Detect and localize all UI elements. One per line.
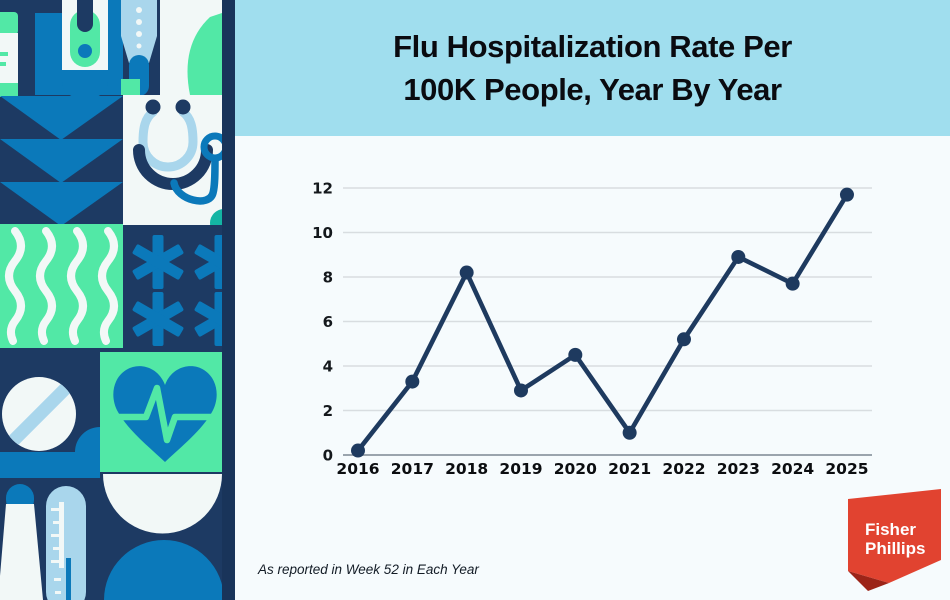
y-axis-tick-label: 2	[323, 402, 333, 420]
thermometer-scale-icon	[46, 486, 86, 600]
medical-collage-panel	[0, 0, 235, 600]
data-point	[622, 425, 637, 440]
pill-icon	[2, 377, 76, 451]
data-point	[568, 347, 583, 362]
y-axis-tick-label: 10	[312, 224, 333, 242]
x-axis-tick-label: 2021	[608, 460, 651, 478]
data-point	[839, 187, 854, 202]
stethoscope-icon	[123, 95, 222, 225]
data-line	[356, 193, 849, 452]
y-axis-tick-label: 8	[323, 269, 333, 287]
logo-banner-shape	[848, 489, 941, 583]
y-axis-tick-label: 0	[323, 447, 333, 465]
logo-fold-shape	[848, 571, 889, 591]
data-point	[459, 265, 474, 280]
header-band: Flu Hospitalization Rate Per 100K People…	[235, 0, 950, 136]
data-point	[351, 443, 365, 458]
chevron-down-pattern	[0, 96, 123, 226]
x-axis-tick-label: 2020	[554, 460, 597, 478]
data-point	[513, 383, 528, 398]
swab-icon	[0, 484, 43, 600]
x-axis-tick-label: 2019	[499, 460, 542, 478]
x-axis-tick-label: 2018	[445, 460, 488, 478]
y-axis-tick-label: 6	[323, 313, 333, 331]
dome-white	[103, 474, 222, 534]
logo-text-line-1: Fisher	[865, 520, 916, 539]
data-point	[676, 332, 691, 347]
logo-text-line-2: Phillips	[865, 539, 925, 558]
page-title-line-1: Flu Hospitalization Rate Per	[393, 29, 792, 64]
heart-pulse-icon	[100, 352, 222, 472]
fisher-phillips-logo: Fisher Phillips	[848, 489, 941, 591]
flu-line-chart: 0 2 4 6 8 10 12 2016 2017 2018 2019 2020 2021 2022 202…	[312, 180, 872, 478]
x-axis-tick-label: 2025	[825, 460, 868, 478]
y-axis-tick-label: 4	[323, 358, 333, 376]
x-axis-tick-label: 2016	[336, 460, 379, 478]
x-axis-tick-label: 2024	[771, 460, 814, 478]
y-axis-tick-label: 12	[312, 180, 333, 198]
footer-note: As reported in Week 52 in Each Year	[258, 562, 479, 577]
panel-edge-strip	[222, 0, 235, 600]
dome-blue	[104, 540, 224, 600]
data-point	[731, 249, 746, 264]
x-axis-tick-label: 2022	[662, 460, 705, 478]
blue-step-shape	[0, 427, 100, 478]
x-axis-tick-label: 2017	[391, 460, 434, 478]
medicine-bottle-icon	[0, 12, 18, 97]
leaf-icon	[187, 13, 222, 95]
x-axis-tick-label: 2023	[717, 460, 760, 478]
wave-pattern	[0, 224, 123, 348]
data-point	[785, 276, 800, 291]
digital-thermometer-icon	[62, 0, 108, 98]
page-title-line-2: 100K People, Year By Year	[403, 72, 782, 107]
data-point	[405, 374, 420, 389]
